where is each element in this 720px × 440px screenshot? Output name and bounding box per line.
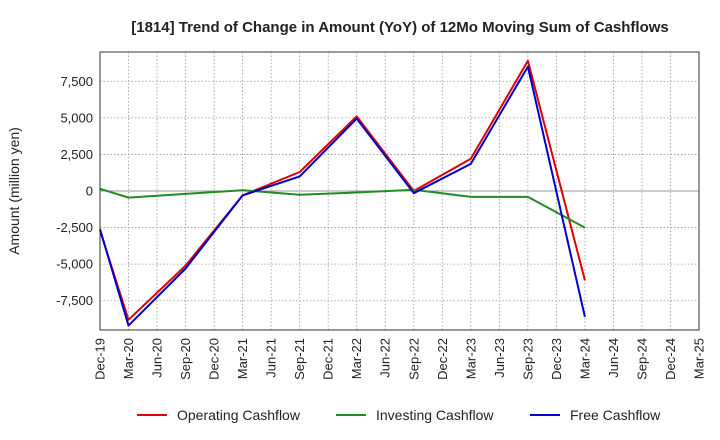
series-line-investing-cashflow [99, 187, 586, 229]
x-tick-label: Sep-20 [178, 338, 193, 380]
y-tick-label: -5,000 [56, 257, 93, 272]
x-tick-label: Sep-22 [406, 338, 421, 380]
x-tick-label: Mar-25 [692, 338, 707, 379]
x-tick-label: Mar-20 [121, 338, 136, 379]
legend: Operating Cashflow Investing Cashflow Free… [137, 407, 661, 423]
x-tick-label: Sep-24 [634, 338, 649, 380]
x-tick-label: Dec-21 [321, 338, 336, 380]
chart-title: [1814] Trend of Change in Amount (YoY) o… [131, 19, 669, 36]
y-tick-labels: -7,500 -5,000 -2,500 0 2,500 5,000 7,500 [56, 74, 93, 308]
x-tick-label: Sep-21 [292, 338, 307, 380]
x-tick-label: Mar-21 [235, 338, 250, 379]
x-tick-label: Jun-24 [606, 338, 621, 378]
x-tick-label: Mar-22 [349, 338, 364, 379]
x-tick-label: Jun-22 [378, 338, 393, 378]
grid [99, 52, 700, 330]
series-line-free-cashflow [99, 65, 586, 327]
legend-label-investing-cashflow: Investing Cashflow [376, 407, 494, 423]
x-tick-label: Jun-23 [492, 338, 507, 378]
x-tick-label: Dec-20 [207, 338, 222, 380]
legend-label-free-cashflow: Free Cashflow [570, 407, 661, 423]
x-tick-label: Dec-22 [435, 338, 450, 380]
x-tick-label: Dec-23 [549, 338, 564, 380]
y-tick-label: 2,500 [60, 147, 93, 162]
y-tick-label: -7,500 [56, 293, 93, 308]
plot-frame [99, 51, 700, 331]
y-tick-label: 7,500 [60, 74, 93, 89]
series-lines [99, 59, 586, 327]
x-tick-label: Mar-23 [463, 338, 478, 379]
series-line-operating-cashflow [99, 59, 586, 321]
x-tick-label: Jun-20 [150, 338, 165, 378]
y-tick-label: -2,500 [56, 220, 93, 235]
y-tick-label: 0 [86, 184, 93, 199]
x-tick-label: Sep-23 [520, 338, 535, 380]
y-tick-label: 5,000 [60, 110, 93, 125]
x-tick-label: Dec-24 [663, 338, 678, 380]
x-tick-labels: Dec-19 Mar-20 Jun-20 Sep-20 Dec-20 Mar-21 Jun-… [93, 338, 707, 380]
x-tick-label: Jun-21 [264, 338, 279, 378]
y-axis-label: Amount (million yen) [6, 127, 22, 255]
x-tick-label: Mar-24 [577, 338, 592, 379]
x-tick-label: Dec-19 [93, 338, 108, 380]
legend-label-operating-cashflow: Operating Cashflow [177, 407, 301, 423]
